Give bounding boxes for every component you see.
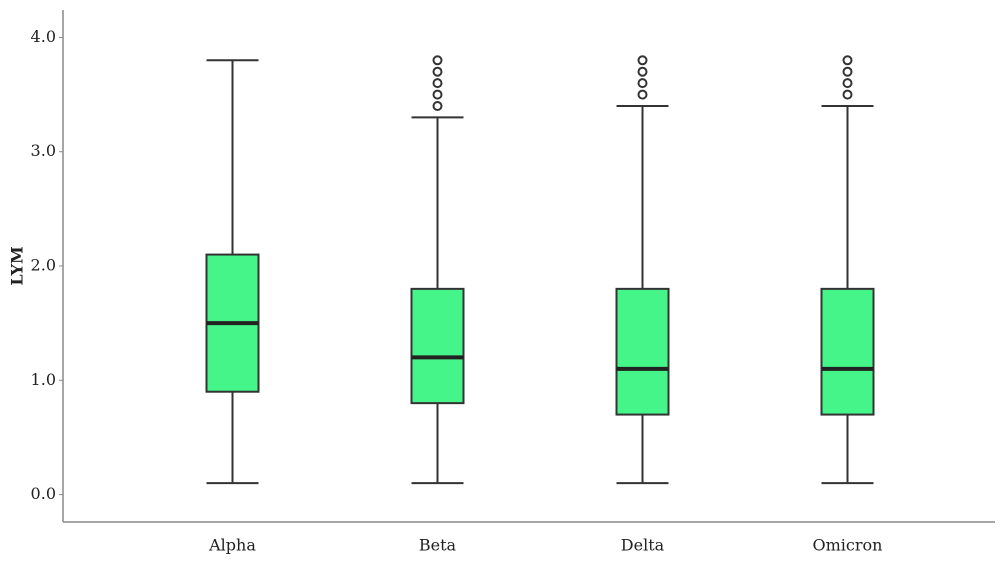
box: [615, 287, 670, 416]
outlier: [637, 89, 648, 100]
y-tick-label: 4.0: [31, 27, 56, 46]
y-tick-label: 1.0: [31, 370, 56, 389]
outlier: [842, 78, 853, 89]
x-tick-label: Delta: [621, 536, 665, 555]
x-tick-label: Alpha: [208, 536, 256, 555]
outlier: [842, 89, 853, 100]
x-tick-label: Beta: [419, 536, 457, 555]
outlier: [637, 55, 648, 66]
outlier: [842, 55, 853, 66]
y-tick-label: 3.0: [31, 141, 56, 160]
box: [820, 287, 875, 416]
x-tick-label: Omicron: [813, 536, 883, 555]
outlier: [637, 66, 648, 77]
outlier: [432, 89, 443, 100]
outlier: [432, 66, 443, 77]
outlier: [432, 78, 443, 89]
y-axis-label: LYM: [8, 246, 27, 285]
y-tick-label: 0.0: [31, 484, 56, 503]
y-tick-label: 2.0: [31, 256, 56, 275]
outlier: [432, 101, 443, 111]
outlier: [432, 55, 443, 66]
outlier: [637, 78, 648, 89]
outlier: [842, 66, 853, 77]
box: [410, 287, 465, 405]
